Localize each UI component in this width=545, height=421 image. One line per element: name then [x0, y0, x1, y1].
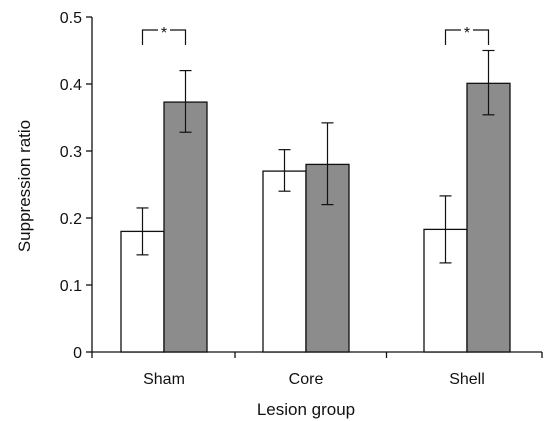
bar: [262, 170, 307, 353]
y-tick-label: 0: [73, 345, 82, 362]
y-tick-label: 0.2: [60, 211, 82, 228]
x-axis-title: Lesion group: [257, 400, 355, 419]
y-tick-label: 0.4: [60, 77, 82, 94]
x-tick-label: Sham: [143, 371, 185, 388]
y-tick-label: 0.1: [60, 278, 82, 295]
y-tick-label: 0.3: [60, 144, 82, 161]
error-bars: [136, 49, 495, 264]
bars: [120, 82, 511, 353]
significance-marker: *: [161, 25, 167, 42]
bar: [466, 82, 511, 353]
significance-annotations: * *: [141, 25, 490, 45]
significance-bracket: [141, 29, 187, 45]
y-axis-title: Suppression ratio: [15, 120, 34, 252]
bar: [163, 101, 208, 353]
significance-bracket: [444, 29, 490, 45]
y-tick-label: 0.5: [60, 10, 82, 27]
axes: 0 0.1 0.2 0.3 0.4 0.5 Sham Core Shell: [60, 10, 543, 388]
x-tick-label: Shell: [449, 371, 485, 388]
x-tick-label: Core: [289, 371, 324, 388]
significance-marker: *: [464, 25, 470, 42]
